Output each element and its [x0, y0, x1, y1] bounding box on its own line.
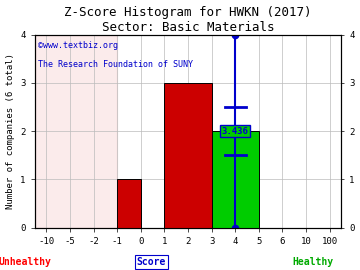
Text: 3.436: 3.436 [222, 127, 249, 136]
Bar [212, 131, 259, 228]
Bar [117, 179, 141, 228]
Text: ©www.textbiz.org: ©www.textbiz.org [37, 40, 118, 49]
Text: Unhealthy: Unhealthy [0, 257, 51, 267]
Bar [165, 83, 212, 228]
Y-axis label: Number of companies (6 total): Number of companies (6 total) [5, 53, 14, 209]
Title: Z-Score Histogram for HWKN (2017)
Sector: Basic Materials: Z-Score Histogram for HWKN (2017) Sector… [64, 6, 312, 33]
Text: Score: Score [136, 257, 166, 267]
Bar [35, 35, 117, 228]
Text: Healthy: Healthy [293, 257, 334, 267]
Text: The Research Foundation of SUNY: The Research Foundation of SUNY [37, 60, 193, 69]
